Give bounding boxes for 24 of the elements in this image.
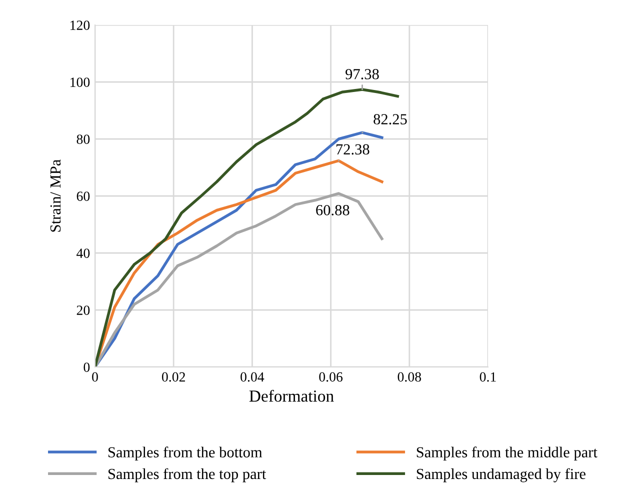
data-label: 60.88 — [316, 205, 350, 216]
y-tick-label: 20 — [76, 306, 90, 315]
y-axis-title: Strain/ MPa — [50, 160, 61, 232]
x-tick-label: 0 — [92, 372, 98, 382]
x-axis-title: Deformation — [249, 390, 334, 402]
x-tick-label: 0.02 — [162, 372, 185, 382]
data-label: 82.25 — [374, 114, 407, 124]
legend-label: Samples from the bottom — [108, 446, 262, 461]
data-label: 72.38 — [336, 144, 370, 155]
legend-label: Samples from the top part — [108, 468, 266, 482]
legend-label: Samples from the middle part — [416, 446, 598, 461]
x-tick-label: 0.04 — [240, 372, 264, 382]
line-series — [95, 192, 384, 367]
legend-label: Samples undamaged by fire — [416, 468, 586, 482]
y-tick-label: 40 — [76, 248, 90, 258]
y-tick-label: 120 — [70, 20, 90, 30]
y-tick-label: 60 — [76, 192, 90, 201]
y-tick-label: 80 — [76, 134, 90, 144]
x-tick-label: 0.1 — [480, 372, 496, 382]
y-tick-label: 100 — [70, 78, 90, 87]
data-label: 97.38 — [346, 68, 379, 80]
y-tick-label: 0 — [84, 362, 90, 372]
x-tick-label: 0.06 — [319, 372, 343, 382]
x-tick-label: 0.08 — [398, 372, 422, 382]
